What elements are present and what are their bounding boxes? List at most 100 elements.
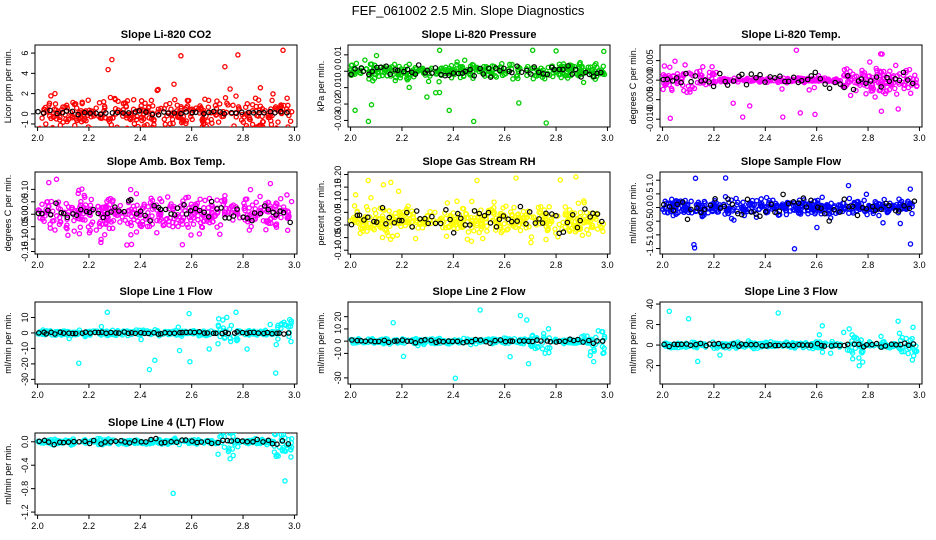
data-point xyxy=(906,66,913,73)
data-point xyxy=(268,215,274,222)
data-point xyxy=(432,89,439,96)
plot-frame xyxy=(347,44,611,128)
reference-point xyxy=(837,209,843,215)
y-tick-label: 0.000 xyxy=(645,69,655,92)
data-point xyxy=(667,77,673,84)
data-point xyxy=(135,218,141,224)
x-tick-label: 2.6 xyxy=(185,521,198,531)
y-tick-label: 0.0 xyxy=(20,436,30,449)
series-points xyxy=(35,422,295,497)
data-point xyxy=(281,444,287,451)
reference-point xyxy=(599,338,606,344)
data-point xyxy=(512,224,519,231)
data-point xyxy=(564,211,570,218)
data-point xyxy=(37,215,43,221)
reference-point xyxy=(64,214,71,221)
data-point xyxy=(365,177,371,184)
reference-point xyxy=(594,211,601,217)
data-point xyxy=(759,200,765,207)
reference-point xyxy=(804,342,811,348)
data-point xyxy=(180,215,187,221)
data-point xyxy=(98,236,104,243)
reference-point xyxy=(901,203,907,209)
reference-point xyxy=(467,66,473,73)
x-tick-label: 2.6 xyxy=(498,390,511,400)
reference-point xyxy=(661,341,667,348)
panel-title: Slope Line 1 Flow xyxy=(120,286,213,298)
reference-point xyxy=(462,68,469,75)
reference-point xyxy=(383,63,390,69)
data-point xyxy=(591,62,598,69)
data-point xyxy=(840,329,847,336)
data-point xyxy=(542,350,548,356)
data-point xyxy=(288,109,295,115)
reference-point xyxy=(485,65,492,72)
y-tick-label: -10 xyxy=(20,342,30,355)
data-point xyxy=(539,346,546,352)
data-point xyxy=(553,230,559,236)
data-point xyxy=(912,72,918,78)
x-tick-label: 3.0 xyxy=(288,521,301,531)
reference-point xyxy=(413,208,420,214)
reference-point xyxy=(112,204,118,210)
data-point xyxy=(536,209,542,216)
reference-point xyxy=(198,439,205,445)
reference-point xyxy=(753,341,759,348)
data-point xyxy=(731,217,737,223)
reference-point xyxy=(432,65,439,71)
reference-point xyxy=(391,338,398,344)
reference-point xyxy=(234,206,240,212)
data-point xyxy=(176,347,183,354)
y-tick-label: -0.02 xyxy=(333,94,343,115)
data-point xyxy=(442,225,449,231)
reference-point xyxy=(492,65,499,71)
reference-point xyxy=(196,328,203,335)
data-point xyxy=(711,71,717,78)
reference-point xyxy=(707,202,714,209)
reference-point xyxy=(126,440,133,446)
data-point xyxy=(378,221,384,227)
plot-frame xyxy=(659,171,923,255)
data-point xyxy=(509,212,515,219)
reference-point xyxy=(544,338,551,344)
reference-point xyxy=(257,210,264,217)
data-point xyxy=(422,221,428,228)
data-point xyxy=(119,214,125,220)
x-tick-label: 2.2 xyxy=(396,260,409,270)
data-point xyxy=(48,93,54,99)
reference-point xyxy=(850,86,857,93)
data-point xyxy=(70,436,76,442)
reference-point xyxy=(133,211,140,217)
reference-point xyxy=(673,75,680,81)
data-point xyxy=(107,115,114,122)
reference-point xyxy=(869,203,876,210)
x-tick-label: 2.6 xyxy=(185,133,198,143)
data-point xyxy=(437,66,444,72)
data-point xyxy=(50,113,57,119)
data-point xyxy=(227,428,231,432)
reference-point xyxy=(35,108,41,115)
reference-point xyxy=(447,216,453,223)
reference-point xyxy=(429,213,435,220)
data-point xyxy=(275,433,279,434)
y-tick-label: -0.5 xyxy=(645,213,655,229)
data-point xyxy=(280,207,286,213)
reference-point xyxy=(487,220,494,226)
data-point xyxy=(597,223,604,230)
reference-point xyxy=(226,215,232,221)
data-point xyxy=(856,355,862,361)
data-point xyxy=(281,422,285,426)
data-point xyxy=(185,224,191,230)
data-point xyxy=(406,84,412,91)
reference-point xyxy=(95,329,102,336)
data-point xyxy=(72,122,78,127)
data-point xyxy=(520,208,527,215)
reference-point xyxy=(260,330,267,337)
data-point xyxy=(818,211,824,217)
y-tick-label: 0 xyxy=(20,330,30,335)
data-point xyxy=(183,120,189,127)
data-point xyxy=(409,208,415,214)
data-point xyxy=(197,196,203,202)
